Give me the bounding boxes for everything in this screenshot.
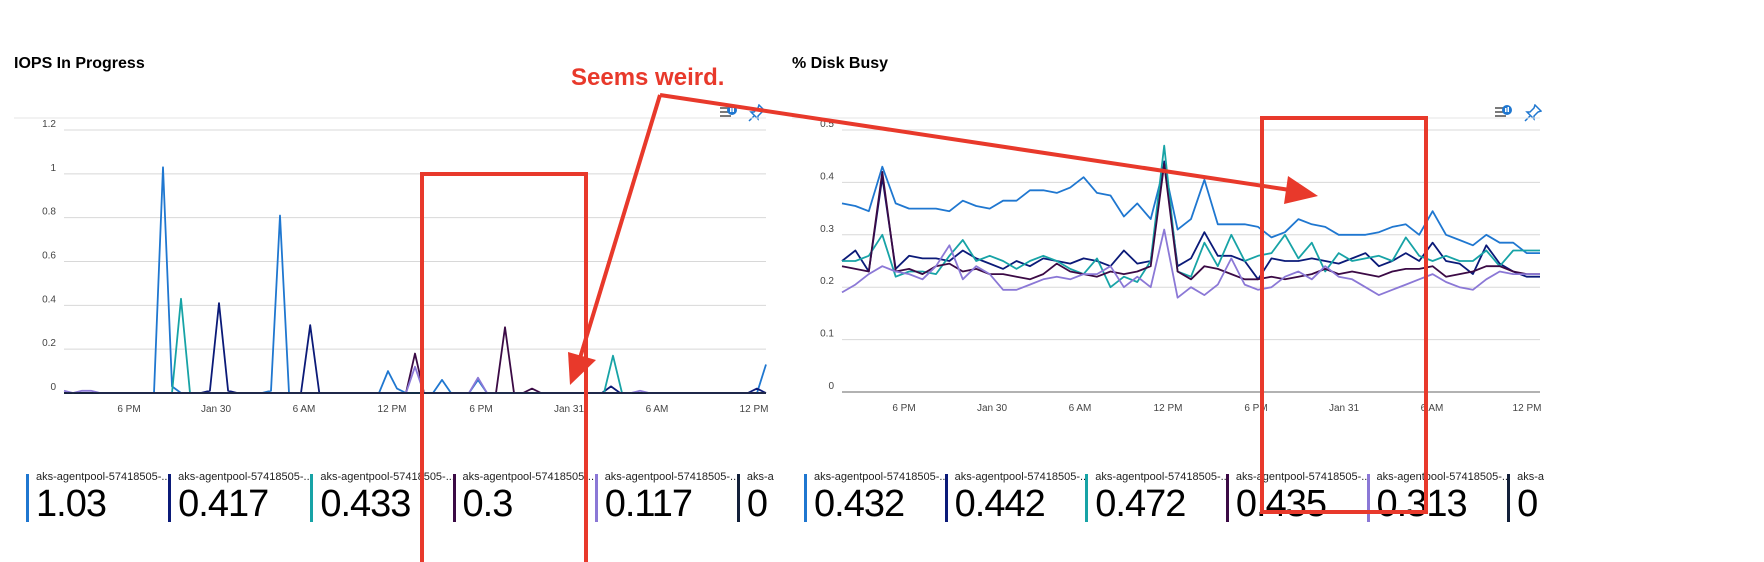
x-tick-label: 12 PM <box>1513 403 1542 414</box>
legend-item[interactable]: aks-agentpool-57418505-... 0.417 <box>168 470 310 530</box>
legend-series-name: aks-agentpool-57418505-... <box>36 471 169 483</box>
y-tick-label: 0.8 <box>42 207 56 218</box>
legend-color-bar <box>1085 474 1089 522</box>
legend-series-name: aks-agentpool-57418505-... <box>178 471 311 483</box>
y-tick-label: 0.6 <box>42 251 56 262</box>
legend-color-bar <box>452 474 456 522</box>
legend-item[interactable]: aks-agentpool-57418505-... 0.472 <box>1085 470 1226 530</box>
x-tick-label: Jan 30 <box>201 404 231 415</box>
legend-item[interactable]: aks-agentpool-57418505-... 1.03 <box>26 470 168 530</box>
legend-color-bar <box>736 474 740 522</box>
legend-item[interactable]: aks-agentpool-57418505-... 0.3 <box>452 470 595 530</box>
chart-legend: aks-agentpool-57418505-... 1.03 aks-agentp… <box>26 470 774 530</box>
series-line-1 <box>841 165 1540 255</box>
legend-color-bar <box>594 474 598 522</box>
disk-busy-panel: % Disk Busy 0 0.1 0.2 0.3 0.4 0.5 6 PM Jan 30 6 … <box>792 0 1544 562</box>
x-tick-label: Jan 31 <box>554 404 584 415</box>
legend-color-bar <box>310 474 314 522</box>
legend-item[interactable]: aks-agentpool-57418505-... 0.117 <box>594 470 737 530</box>
legend-series-name: aks-age <box>1517 471 1544 483</box>
legend-item[interactable]: aks-agentpool-57418505-... 0.432 <box>804 470 945 530</box>
legend-color-bar <box>1507 474 1511 522</box>
y-tick-label: 0.4 <box>820 171 834 182</box>
y-tick-label: 0.3 <box>820 224 834 235</box>
legend-series-value: 0.313 <box>1376 483 1468 525</box>
y-tick-label: 0.1 <box>820 329 834 340</box>
y-tick-label: 1.2 <box>42 119 56 130</box>
legend-series-value: 0.435 <box>1235 483 1327 525</box>
iops-panel: IOPS In Progress 0 0.2 0.4 0.6 0.8 1 1.2 6 PM Ja… <box>14 0 774 562</box>
x-tick-label: 6 AM <box>646 404 669 415</box>
chart-title: % Disk Busy <box>792 55 889 72</box>
x-tick-label: 6 PM <box>892 403 915 414</box>
y-tick-label: 0.2 <box>820 276 834 287</box>
legend-series-value: 0 <box>1517 483 1538 525</box>
legend-color-bar <box>168 474 172 522</box>
chart-legend: aks-agentpool-57418505-... 0.432 aks-agent… <box>804 470 1544 530</box>
x-tick-label: 6 AM <box>293 404 316 415</box>
legend-color-bar <box>944 474 948 522</box>
x-tick-label: 6 AM <box>1421 403 1444 414</box>
series-line-5 <box>63 365 766 394</box>
chart-title: IOPS In Progress <box>14 55 145 72</box>
legend-series-value: 0.117 <box>604 483 693 525</box>
legend-series-name: aks-agentpool-57418505-... <box>1235 471 1367 483</box>
legend-series-value: 0.432 <box>814 483 905 525</box>
legend-series-name: aks-agentpool-57418505-... <box>1095 471 1226 483</box>
legend-item[interactable]: aks-agentpool-57418505-... 0.313 <box>1366 470 1508 530</box>
y-tick-label: 1 <box>50 163 56 174</box>
y-tick-label: 0 <box>828 381 834 392</box>
legend-color-bar <box>1225 474 1229 522</box>
series-line-2 <box>841 160 1540 281</box>
legend-series-name: aks-agentpool-57418505-... <box>954 471 1086 483</box>
x-tick-label: 12 PM <box>378 404 407 415</box>
legend-item[interactable]: aks-age0 <box>1507 470 1544 530</box>
legend-series-name: aks-agentpool-57418505-... <box>1376 471 1508 483</box>
series-line-1 <box>64 166 767 394</box>
x-tick-label: 6 PM <box>1244 403 1267 414</box>
legend-color-bar <box>1366 474 1370 522</box>
annotation-text: Seems weird. <box>571 64 725 91</box>
legend-series-value: 0.3 <box>462 483 514 525</box>
legend-series-name: aks-agentpool-57418505-... <box>604 471 737 483</box>
legend-item[interactable]: aks-agentpool-57418505-... 0.433 <box>310 470 453 530</box>
legend-series-name: aks-agentpool-57418505-... <box>320 471 453 483</box>
x-tick-label: Jan 31 <box>1329 403 1359 414</box>
legend-series-value: 0.472 <box>1095 483 1186 525</box>
legend-item[interactable]: aks-agentpool-57418505-... 0.442 <box>944 470 1086 530</box>
disk-busy-line-chart: 0 0.1 0.2 0.3 0.4 0.5 6 PM Jan 30 6 AM 12 PM 6 PM J… <box>792 117 1542 414</box>
y-tick-label: 0.2 <box>42 338 56 349</box>
metrics-chart-icon[interactable] <box>1494 104 1512 122</box>
y-tick-label: 0.5 <box>820 119 834 130</box>
x-tick-label: 6 PM <box>117 404 140 415</box>
x-tick-label: 12 PM <box>1154 403 1183 414</box>
legend-series-value: 1.03 <box>36 483 107 525</box>
legend-series-name: aks-agentpool-57418505-... <box>814 471 945 483</box>
legend-color-bar <box>804 474 807 522</box>
y-tick-label: 0 <box>50 382 56 393</box>
x-tick-label: Jan 30 <box>977 403 1007 414</box>
legend-series-name: aks-agentpool-57418505-... <box>462 471 595 483</box>
legend-series-value: 0.417 <box>178 483 269 525</box>
x-tick-label: 12 PM <box>740 404 769 415</box>
iops-line-chart: 0 0.2 0.4 0.6 0.8 1 1.2 6 PM Jan 30 6 AM 12 PM 6 PM… <box>14 117 769 415</box>
legend-item[interactable]: aks-agentpool-57418505-... 0.435 <box>1225 470 1367 530</box>
legend-series-value: 0.433 <box>320 483 411 525</box>
legend-series-value: 0.442 <box>954 483 1046 525</box>
legend-series-value: 0 <box>746 483 768 525</box>
legend-color-bar <box>26 474 29 522</box>
legend-item[interactable]: aks-age0 <box>736 470 774 530</box>
y-tick-label: 0.4 <box>42 294 56 305</box>
series-line-4 <box>841 163 1540 281</box>
x-tick-label: 6 PM <box>469 404 492 415</box>
x-tick-label: 6 AM <box>1069 403 1092 414</box>
legend-series-name: aks-age <box>746 471 774 483</box>
